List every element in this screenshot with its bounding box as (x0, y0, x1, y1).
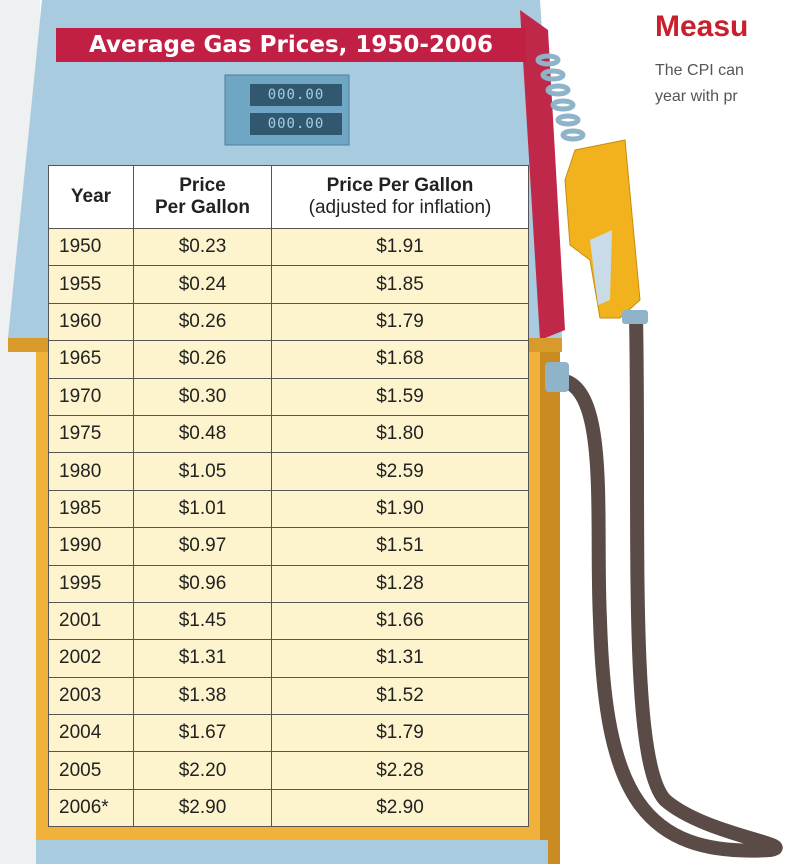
header-cell: Price Per Gallon(adjusted for inflation) (272, 166, 529, 229)
table-cell: $1.90 (272, 490, 529, 527)
table-cell: $1.79 (272, 715, 529, 752)
table-cell: $1.66 (272, 602, 529, 639)
table-row: 1985$1.01$1.90 (49, 490, 529, 527)
table-cell: $1.52 (272, 677, 529, 714)
table-cell: $1.38 (134, 677, 272, 714)
table-cell: $1.80 (272, 415, 529, 452)
table-cell: 1985 (49, 490, 134, 527)
table-cell: $0.24 (134, 266, 272, 303)
pump-title: Average Gas Prices, 1950-2006 (56, 28, 526, 62)
display-digits: 000.00 (250, 113, 342, 135)
table-row: 1955$0.24$1.85 (49, 266, 529, 303)
header-text: Year (49, 186, 133, 208)
table-cell: 2003 (49, 677, 134, 714)
table-row: 1960$0.26$1.79 (49, 303, 529, 340)
table-cell: $1.28 (272, 565, 529, 602)
table-cell: 1970 (49, 378, 134, 415)
pump-body-side (540, 352, 560, 864)
table-row: 2004$1.67$1.79 (49, 715, 529, 752)
table-cell: 1955 (49, 266, 134, 303)
table-cell: $2.20 (134, 752, 272, 789)
table-cell: 1975 (49, 415, 134, 452)
page: Average Gas Prices, 1950-2006 000.00 000… (0, 0, 799, 864)
table-cell: 2004 (49, 715, 134, 752)
table-row: 1970$0.30$1.59 (49, 378, 529, 415)
side-heading: Measu (655, 10, 748, 44)
table-cell: $1.31 (134, 640, 272, 677)
table-row: 2003$1.38$1.52 (49, 677, 529, 714)
table-cell: $0.26 (134, 341, 272, 378)
table-row: 2005$2.20$2.28 (49, 752, 529, 789)
table-cell: $1.85 (272, 266, 529, 303)
table-row: 1965$0.26$1.68 (49, 341, 529, 378)
side-text: The CPI can (655, 62, 744, 80)
table-cell: $1.79 (272, 303, 529, 340)
header-text: Price (134, 175, 271, 197)
table-row: 1990$0.97$1.51 (49, 528, 529, 565)
table-cell: $2.28 (272, 752, 529, 789)
table-cell: $2.59 (272, 453, 529, 490)
table-cell: $1.68 (272, 341, 529, 378)
table-cell: $1.45 (134, 602, 272, 639)
nozzle-collar (622, 310, 648, 324)
table-cell: 1960 (49, 303, 134, 340)
table-cell: 1990 (49, 528, 134, 565)
hose-connector (545, 362, 569, 392)
table-cell: 1965 (49, 341, 134, 378)
table-cell: $1.59 (272, 378, 529, 415)
table-cell: $2.90 (272, 789, 529, 826)
table-cell: $1.51 (272, 528, 529, 565)
display-digits: 000.00 (250, 84, 342, 106)
table-cell: $2.90 (134, 789, 272, 826)
table-cell: $0.96 (134, 565, 272, 602)
table-row: 1975$0.48$1.80 (49, 415, 529, 452)
table-cell: $1.67 (134, 715, 272, 752)
header-text: Per Gallon (134, 197, 271, 219)
table-cell: 2001 (49, 602, 134, 639)
table-cell: $1.01 (134, 490, 272, 527)
table-cell: 1995 (49, 565, 134, 602)
hose (560, 315, 776, 851)
table-cell: $0.97 (134, 528, 272, 565)
table-row: 2001$1.45$1.66 (49, 602, 529, 639)
table-row: 2002$1.31$1.31 (49, 640, 529, 677)
table-cell: $0.30 (134, 378, 272, 415)
table-cell: $0.48 (134, 415, 272, 452)
table-cell: 1980 (49, 453, 134, 490)
table-cell: $1.05 (134, 453, 272, 490)
pump-base (36, 840, 548, 864)
table-cell: 1950 (49, 229, 134, 266)
table-row: 1950$0.23$1.91 (49, 229, 529, 266)
table-cell: $0.23 (134, 229, 272, 266)
table-row: 1995$0.96$1.28 (49, 565, 529, 602)
table-cell: 2005 (49, 752, 134, 789)
table-cell: $1.31 (272, 640, 529, 677)
table-row: 1980$1.05$2.59 (49, 453, 529, 490)
table-cell: $0.26 (134, 303, 272, 340)
table-cell: 2002 (49, 640, 134, 677)
table-cell: $1.91 (272, 229, 529, 266)
side-text: year with pr (655, 88, 738, 106)
table-row: 2006*$2.90$2.90 (49, 789, 529, 826)
header-text: (adjusted for inflation) (272, 197, 528, 219)
header-text: Price Per Gallon (272, 175, 528, 197)
header-cell: Year (49, 166, 134, 229)
table-cell: 2006* (49, 789, 134, 826)
